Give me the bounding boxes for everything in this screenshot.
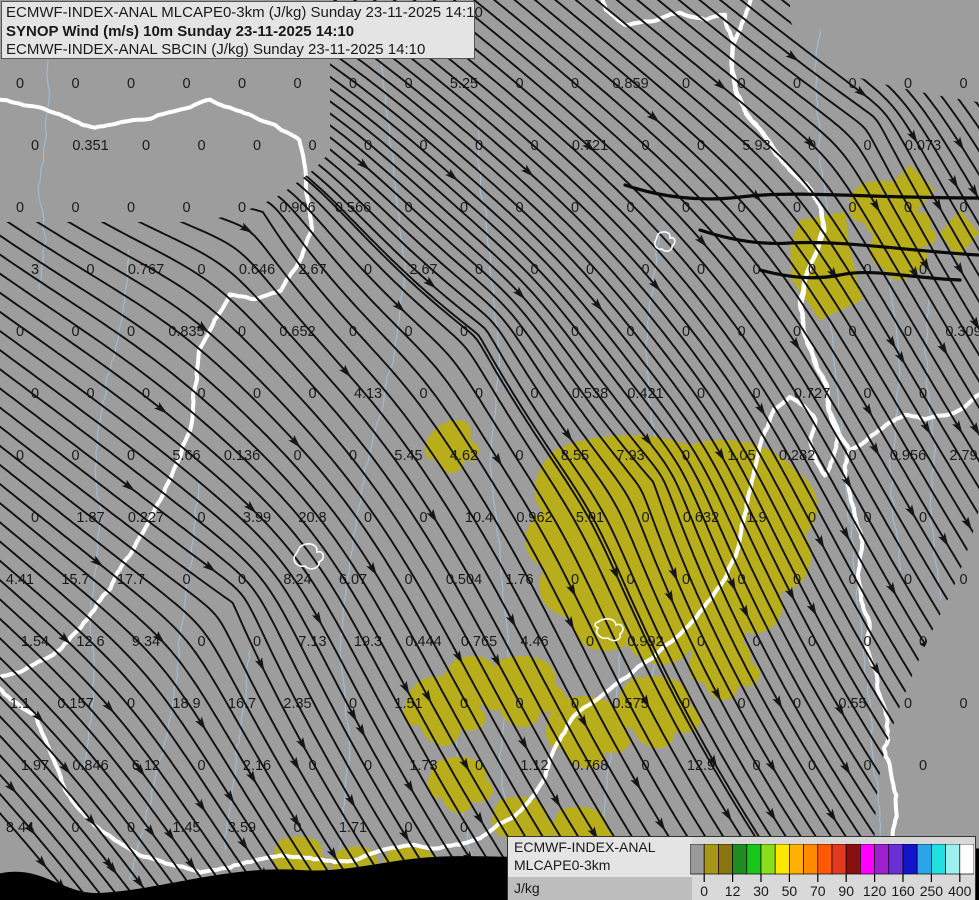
svg-text:400: 400: [948, 883, 972, 899]
svg-text:0: 0: [182, 200, 190, 216]
svg-text:0: 0: [142, 138, 150, 154]
svg-text:0: 0: [293, 448, 301, 464]
svg-text:0: 0: [737, 696, 745, 712]
svg-text:0: 0: [904, 696, 912, 712]
svg-text:0.351: 0.351: [72, 138, 108, 154]
svg-text:1.71: 1.71: [339, 820, 367, 836]
svg-text:0: 0: [308, 138, 316, 154]
svg-text:0: 0: [700, 883, 708, 899]
svg-text:8.55: 8.55: [561, 448, 589, 464]
svg-text:0: 0: [71, 448, 79, 464]
svg-text:0: 0: [793, 200, 801, 216]
svg-text:0: 0: [808, 634, 816, 650]
svg-text:0: 0: [919, 758, 927, 774]
svg-text:0: 0: [127, 324, 135, 340]
svg-text:18.9: 18.9: [172, 696, 200, 712]
svg-text:0: 0: [959, 572, 967, 588]
svg-text:0: 0: [475, 758, 483, 774]
svg-text:0: 0: [31, 138, 39, 154]
svg-text:0: 0: [863, 386, 871, 402]
svg-text:250: 250: [920, 883, 944, 899]
svg-text:0: 0: [752, 634, 760, 650]
svg-text:0: 0: [238, 76, 246, 92]
svg-text:0: 0: [848, 200, 856, 216]
svg-text:0: 0: [71, 200, 79, 216]
svg-text:0: 0: [16, 200, 24, 216]
svg-text:4.13: 4.13: [354, 386, 382, 402]
svg-text:0: 0: [419, 386, 427, 402]
svg-text:0: 0: [959, 696, 967, 712]
svg-text:1.73: 1.73: [409, 758, 437, 774]
svg-text:0: 0: [364, 510, 372, 526]
svg-text:0: 0: [904, 572, 912, 588]
svg-text:0.157: 0.157: [57, 696, 93, 712]
svg-text:0: 0: [293, 76, 301, 92]
svg-text:0.767: 0.767: [128, 262, 164, 278]
svg-text:50: 50: [782, 883, 798, 899]
svg-text:160: 160: [891, 883, 915, 899]
svg-text:0: 0: [182, 572, 190, 588]
svg-text:12: 12: [725, 883, 741, 899]
svg-text:17.7: 17.7: [117, 572, 145, 588]
svg-text:0.282: 0.282: [779, 448, 815, 464]
svg-text:0: 0: [919, 510, 927, 526]
svg-text:0: 0: [697, 634, 705, 650]
svg-text:0: 0: [586, 634, 594, 650]
svg-text:0.504: 0.504: [446, 572, 482, 588]
svg-text:70: 70: [810, 883, 826, 899]
svg-text:0: 0: [641, 510, 649, 526]
svg-text:120: 120: [863, 883, 887, 899]
svg-text:0: 0: [127, 76, 135, 92]
svg-text:0: 0: [71, 76, 79, 92]
svg-text:0: 0: [127, 200, 135, 216]
svg-text:0.227: 0.227: [128, 510, 164, 526]
svg-text:30: 30: [753, 883, 769, 899]
svg-text:0: 0: [863, 138, 871, 154]
svg-text:0: 0: [419, 510, 427, 526]
svg-text:0: 0: [197, 634, 205, 650]
svg-text:0: 0: [197, 138, 205, 154]
svg-text:0: 0: [238, 200, 246, 216]
svg-text:0: 0: [253, 138, 261, 154]
svg-text:90: 90: [838, 883, 854, 899]
svg-text:0: 0: [752, 386, 760, 402]
svg-text:0: 0: [197, 758, 205, 774]
svg-text:0: 0: [182, 76, 190, 92]
svg-text:0: 0: [959, 76, 967, 92]
svg-text:0: 0: [253, 634, 261, 650]
svg-text:0: 0: [16, 76, 24, 92]
